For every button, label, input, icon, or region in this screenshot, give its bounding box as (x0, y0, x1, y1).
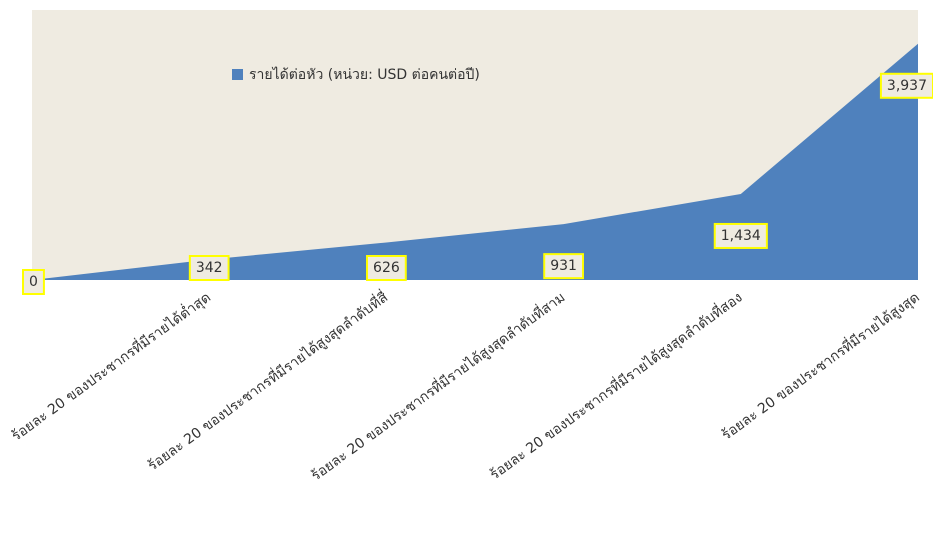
data-label: 342 (196, 260, 223, 276)
legend-label: รายได้ต่อหัว (หน่วย: USD ต่อคนต่อปี) (249, 66, 480, 83)
data-label-box (22, 269, 45, 295)
data-label-box (366, 255, 407, 281)
data-label-box (543, 253, 584, 280)
area (32, 43, 918, 280)
data-label: 626 (373, 260, 400, 276)
data-label: 1,434 (721, 228, 761, 244)
x-tick-label: ร้อยละ 20 ของประชากรที่มีรายได้สูงสุด (718, 288, 923, 444)
data-label: 3,937 (887, 78, 927, 94)
legend-swatch (232, 69, 243, 80)
data-label-box (879, 72, 933, 99)
data-label-box (188, 255, 230, 281)
x-tick-label: ร้อยละ 20 ของประชากรที่มีรายได้ต่ำสุด (8, 288, 214, 445)
data-label-box (713, 222, 768, 249)
data-label: 931 (550, 258, 577, 274)
data-label: 0 (29, 274, 38, 290)
